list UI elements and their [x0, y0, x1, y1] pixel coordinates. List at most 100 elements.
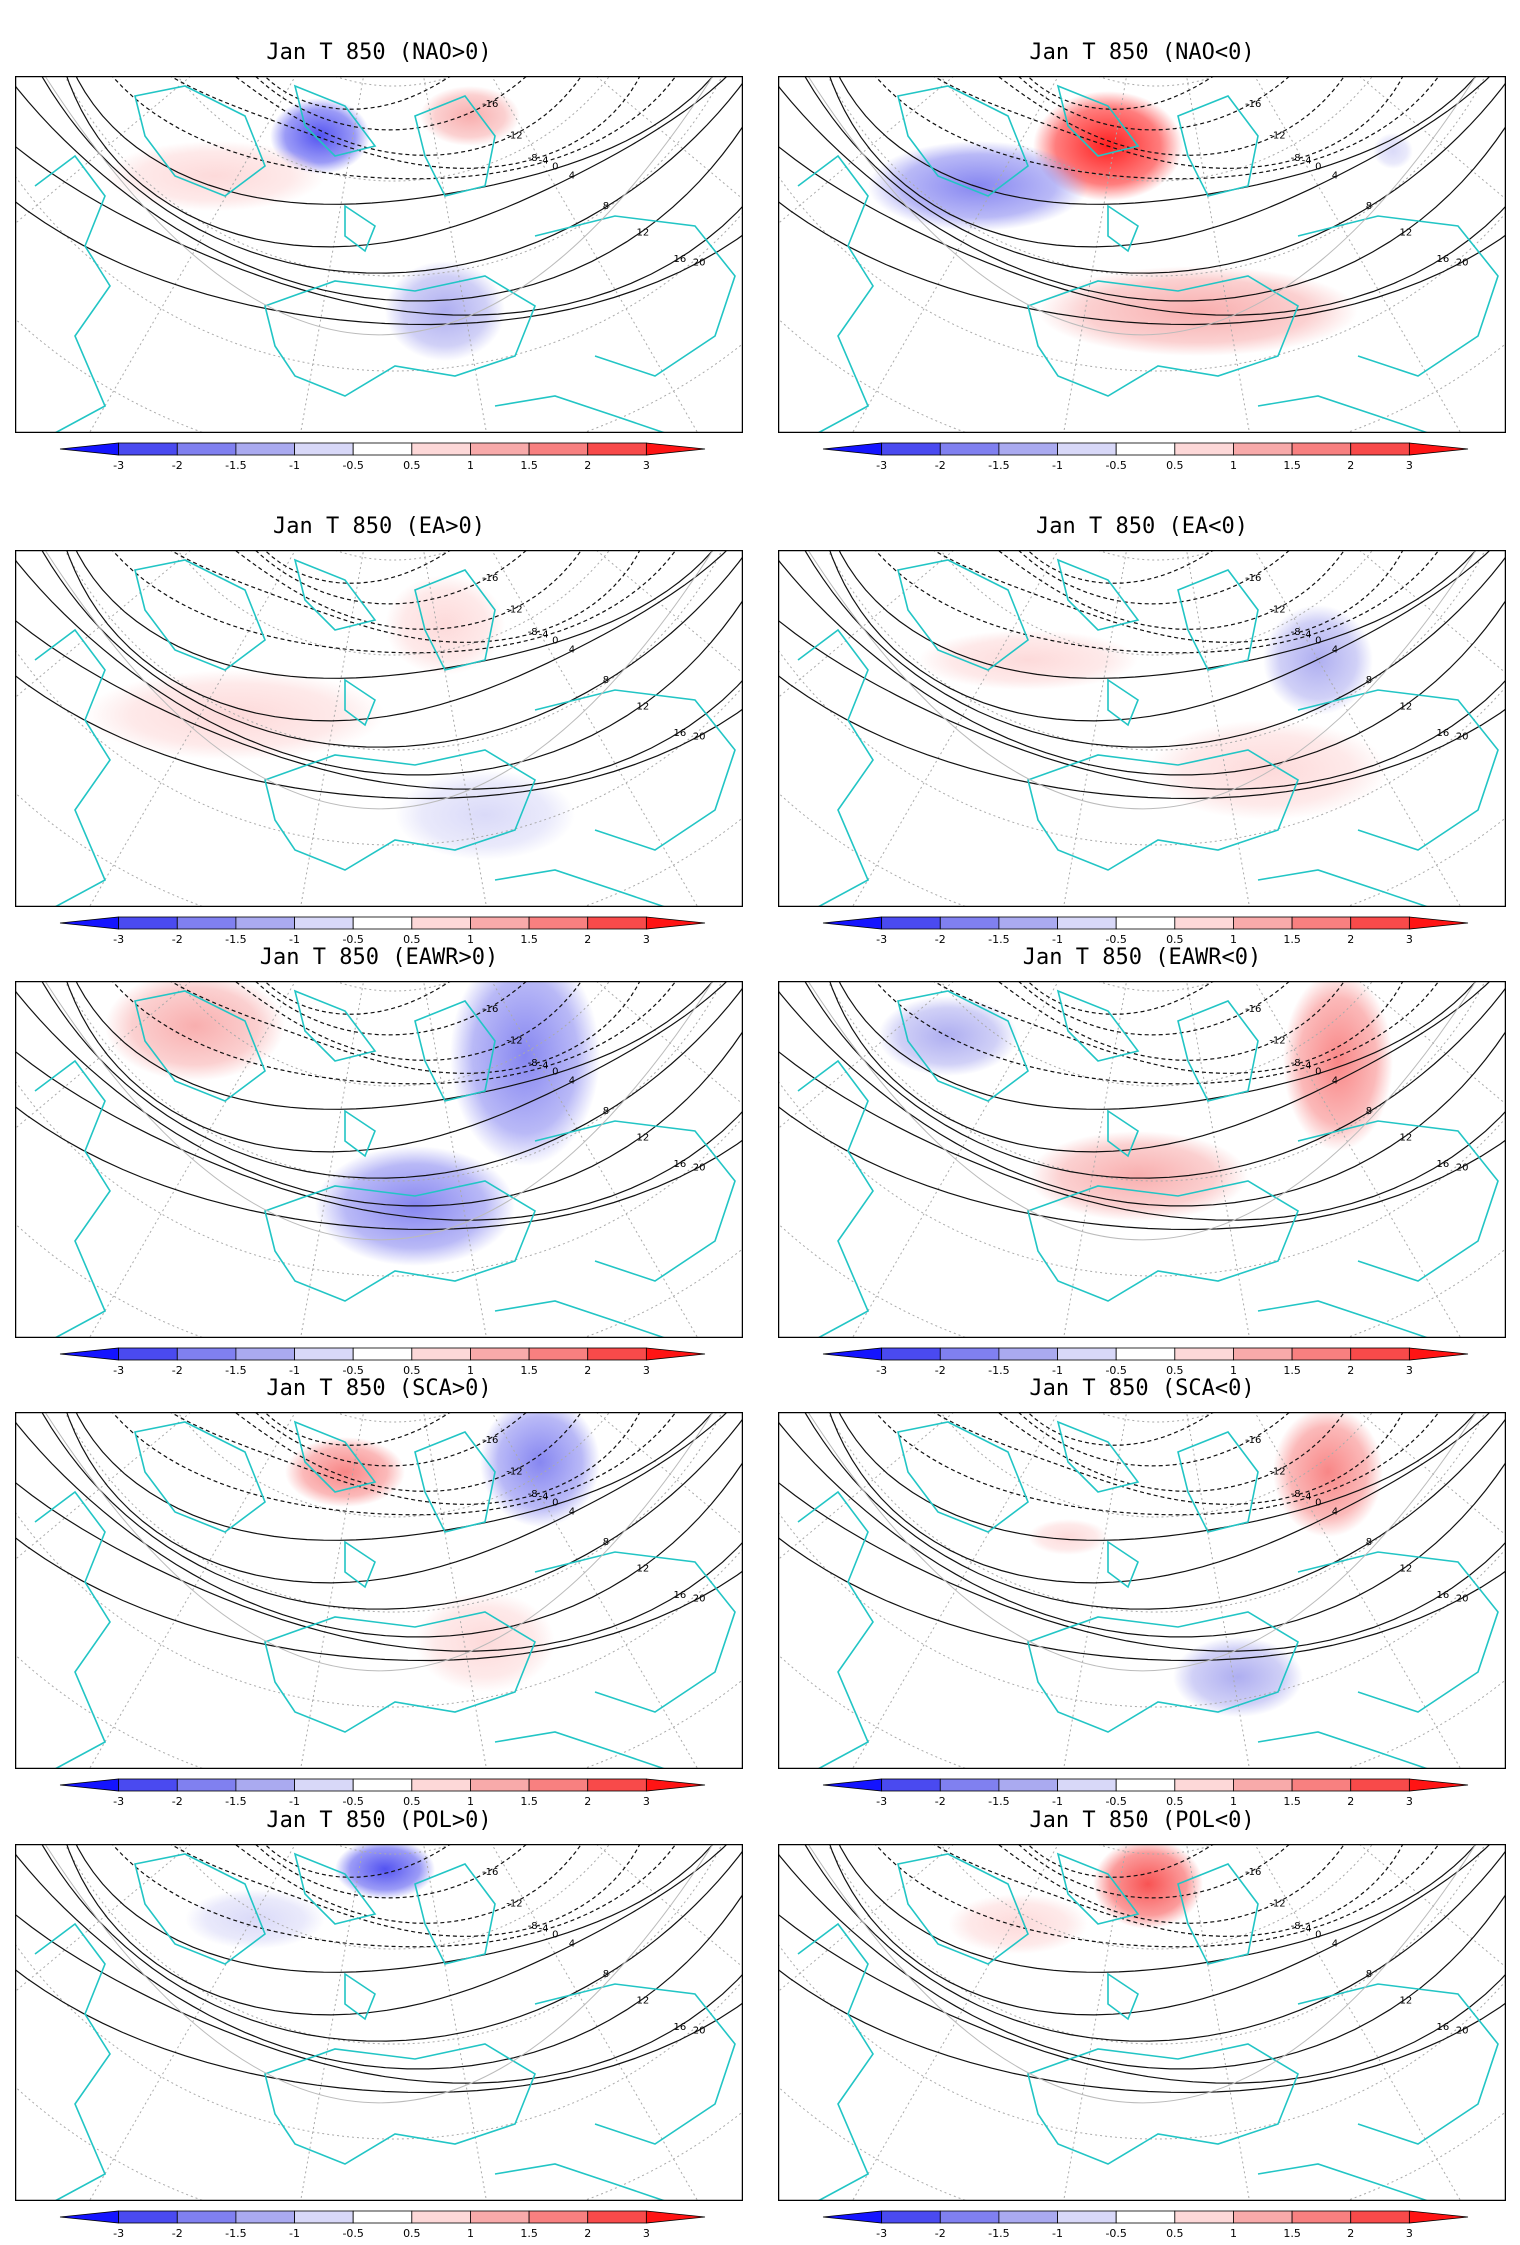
coastline: [1297, 1983, 1499, 2145]
map-frame: [778, 1844, 1506, 2201]
isotherm-label: 12: [637, 1563, 650, 1574]
longitude-line: [393, 76, 502, 433]
colorbar-tick-label: -0.5: [1105, 1795, 1126, 1808]
isotherm-label: 16: [674, 2022, 687, 2033]
map-panel: Jan T 850 (SCA<0)-28-24-20-16-12-8-40481…: [778, 1376, 1506, 1808]
colorbar-tick-label: -3: [113, 1364, 124, 1377]
longitude-line: [15, 1412, 394, 1641]
longitude-line: [1156, 1412, 1467, 1769]
coastline: [797, 1922, 874, 2201]
isotherm: [778, 76, 1506, 316]
isotherm-label: 8: [603, 1969, 609, 1980]
isotherm-label: -16: [482, 573, 498, 584]
colorbar-tick-label: 0.5: [403, 933, 421, 946]
isotherm-label: 0: [552, 636, 558, 647]
isotherm-label: -12: [1269, 131, 1285, 142]
latitude-circle: [778, 1412, 1506, 1769]
colorbar-tick-label: -2: [935, 933, 946, 946]
colorbar-segment: [118, 1778, 178, 1792]
longitude-line: [1048, 76, 1158, 433]
coastline: [534, 689, 736, 851]
isotherm-label: 8: [1366, 1537, 1372, 1548]
longitude-line: [393, 76, 743, 305]
coastline: [134, 1421, 266, 1533]
latitude-circle: [778, 550, 1506, 907]
hemisphere-edge: [807, 981, 1477, 1241]
latitude-circle: [778, 76, 1506, 372]
colorbar-segment: [1291, 1778, 1352, 1792]
colorbar-tick-label: -3: [876, 933, 887, 946]
isotherm-label: 20: [1456, 2026, 1469, 2037]
colorbar-segment: [881, 916, 941, 930]
colorbar-segment: [1408, 916, 1469, 930]
longitude-line: [1156, 1844, 1506, 1887]
isotherm: [45, 1412, 743, 1584]
longitude-line: [83, 1412, 394, 1769]
isotherm: [808, 550, 1506, 722]
isotherm-label: 12: [1400, 227, 1413, 238]
colorbar-tick-label: 1: [467, 933, 474, 946]
map-panel: Jan T 850 (NAO>0)-28-24-20-16-12-8-40481…: [15, 40, 743, 472]
colorbar-segment: [1174, 442, 1234, 456]
isotherm: [778, 981, 1506, 1179]
colorbar-segment: [1174, 1347, 1234, 1361]
colorbar-segment: [352, 916, 413, 930]
coastline: [494, 395, 666, 433]
colorbar-segment: [1408, 2210, 1469, 2224]
latitude-circle: [15, 76, 743, 372]
colorbar-tick-label: 0.5: [1166, 1795, 1184, 1808]
isotherm: [54, 981, 743, 1110]
isotherm: [69, 1844, 711, 1948]
isotherm: [778, 981, 1506, 1207]
colorbar-tick-label: 1: [467, 1364, 474, 1377]
coastline: [264, 2043, 536, 2165]
coastline: [1297, 1551, 1499, 1713]
coastline: [344, 678, 376, 727]
map-panel: Jan T 850 (EA>0)-28-24-20-16-12-8-404812…: [15, 514, 743, 946]
colorbar-tick-label: -1: [289, 2227, 300, 2240]
longitude-line: [1156, 981, 1506, 1210]
colorbar-tick-label: -2: [172, 2227, 183, 2240]
panel-title: Jan T 850 (EAWR>0): [259, 945, 499, 970]
isotherm-label: 0: [552, 162, 558, 173]
isotherm: [54, 76, 743, 205]
colorbar-segment: [528, 916, 589, 930]
coastline: [134, 85, 266, 197]
colorbar-tick-label: 3: [1406, 933, 1413, 946]
isotherm-label: -8: [528, 627, 538, 638]
isotherm: [45, 550, 743, 722]
colorbar-segment: [294, 1347, 354, 1361]
coastline: [1107, 1109, 1139, 1158]
latitude-circle: [786, 550, 1506, 751]
panel-title: Jan T 850 (EAWR<0): [1022, 945, 1262, 970]
longitude-line: [1048, 1844, 1158, 2201]
anomaly-region: [480, 1412, 600, 1527]
colorbar-tick-label: -0.5: [1105, 2227, 1126, 2240]
longitude-line: [1156, 550, 1467, 907]
colorbar-segment: [118, 442, 178, 456]
isotherm-label: -12: [506, 605, 522, 616]
colorbar: -3 -2 -1.5 -1 -0.5 0.5 1 1.5 2 3: [59, 1347, 706, 1377]
colorbar-tick-label: -2: [935, 2227, 946, 2240]
isotherm-label: 12: [637, 1132, 650, 1143]
coastline: [134, 1853, 266, 1965]
map-panel: Jan T 850 (POL<0)-28-24-20-16-12-8-40481…: [778, 1808, 1506, 2240]
isotherm: [15, 550, 743, 800]
colorbar-tick-label: -1: [1052, 933, 1063, 946]
colorbar-segment: [939, 1347, 1000, 1361]
colorbar-tick-label: -1: [289, 1795, 300, 1808]
colorbar-tick-label: 3: [643, 1364, 650, 1377]
coastline: [264, 1180, 536, 1302]
isotherm-label: 20: [1456, 1163, 1469, 1174]
isotherm-label: 4: [569, 645, 575, 656]
isotherm-label: -4: [1302, 630, 1312, 641]
colorbar-tick-label: -0.5: [342, 1795, 363, 1808]
colorbar-tick-label: 1.5: [520, 2227, 538, 2240]
anomaly-region: [1028, 1131, 1248, 1221]
colorbar-tick-label: -2: [172, 1795, 183, 1808]
isotherm-label: 8: [603, 1106, 609, 1117]
isotherm: [778, 76, 1506, 274]
isotherm: [15, 1412, 743, 1662]
colorbar-tick-label: 1: [467, 459, 474, 472]
